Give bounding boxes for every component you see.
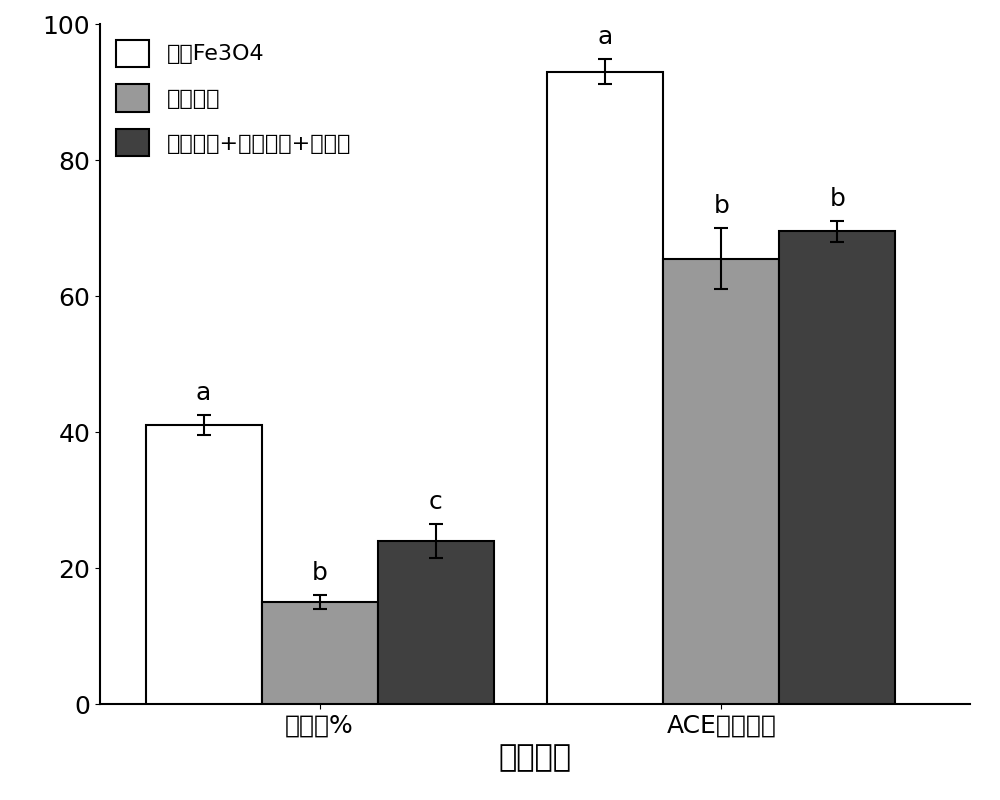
Bar	[378, 541, 494, 704]
Text: c: c	[429, 490, 442, 514]
Text: b: b	[312, 561, 328, 585]
Text: b: b	[713, 194, 729, 218]
X-axis label: 测定指标: 测定指标	[498, 743, 572, 772]
Bar	[262, 602, 378, 704]
Text: a: a	[598, 25, 613, 49]
Bar	[547, 72, 663, 704]
Bar	[779, 231, 895, 704]
Text: b: b	[829, 187, 845, 211]
Legend: 磁性Fe3O4, 海藻酸鰑, 海藻酸鰑+聚乙二醇+壳聚糖: 磁性Fe3O4, 海藻酸鰑, 海藻酸鰑+聚乙二醇+壳聚糖	[107, 30, 360, 166]
Text: a: a	[196, 381, 211, 405]
Bar	[663, 258, 779, 704]
Bar	[146, 426, 262, 704]
